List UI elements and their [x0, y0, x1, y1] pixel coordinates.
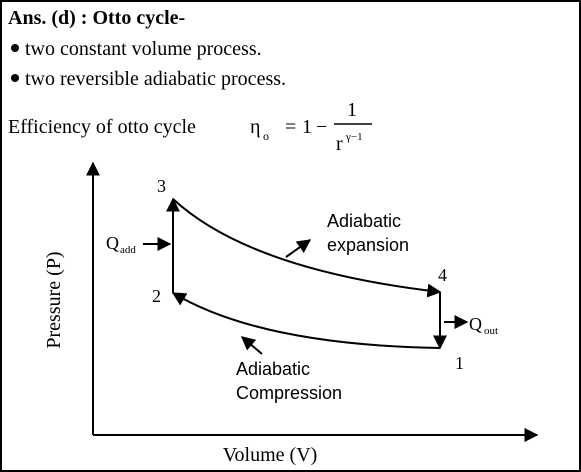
one: 1 [302, 116, 312, 138]
expansion-label: Adiabatic [327, 211, 401, 231]
heat-out-subscript: out [484, 325, 498, 337]
bullet: two constant volume process. [25, 38, 262, 60]
heat-out: Q [469, 314, 482, 334]
denominator-base: r [336, 133, 343, 155]
process-3-4 [172, 198, 442, 298]
bullet: two reversible adiabatic process. [25, 68, 286, 90]
bullet-dot [11, 44, 19, 52]
eta: η [250, 116, 260, 138]
x-axis-label: Volume (V) [223, 444, 318, 466]
expansion-label: expansion [327, 235, 409, 255]
eta-subscript: o [263, 129, 269, 143]
title: Ans. (d) : Otto cycle- [8, 7, 185, 29]
compression-arrow [240, 336, 263, 355]
equals: = [285, 116, 296, 138]
efficiency-label: Efficiency of otto cycle [8, 116, 196, 138]
expansion-arrow [285, 239, 312, 258]
point-label: 4 [438, 265, 447, 285]
numerator: 1 [347, 99, 357, 121]
exponent: γ−1 [345, 131, 363, 143]
y-axis-label: Pressure (P) [43, 251, 65, 348]
point-label: 1 [455, 353, 464, 373]
heat-in-subscript: add [120, 244, 136, 256]
point-label: 3 [157, 176, 166, 196]
compression-label: Compression [236, 383, 342, 403]
minus: − [316, 116, 327, 138]
point-label: 2 [152, 286, 161, 306]
bullet-dot [11, 74, 19, 82]
compression-label: Adiabatic [236, 359, 310, 379]
heat-in: Q [106, 233, 119, 253]
process-1-2 [171, 292, 441, 349]
